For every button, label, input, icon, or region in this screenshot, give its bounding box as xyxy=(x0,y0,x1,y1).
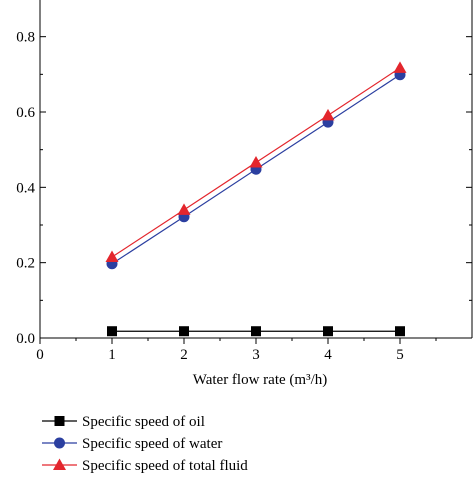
x-tick-label: 0 xyxy=(36,347,44,363)
series-layer xyxy=(105,61,407,337)
legend-label-0: Specific speed of oil xyxy=(82,414,205,430)
data-point-series-2 xyxy=(105,250,119,263)
legend-marker-1 xyxy=(54,437,65,449)
legend: Specific speed of oil Specific speed of w… xyxy=(42,414,248,474)
y-tick-label: 0.4 xyxy=(16,180,35,196)
data-point-series-0 xyxy=(323,326,333,337)
y-tick-label: 0.0 xyxy=(16,331,35,347)
x-tick-label: 4 xyxy=(324,347,332,363)
x-axis-title: Water flow rate (m³/h) xyxy=(193,372,327,388)
legend-marker-0 xyxy=(54,416,65,426)
y-tick-label: 0.6 xyxy=(16,105,35,121)
data-point-series-0 xyxy=(107,326,117,337)
data-point-series-2 xyxy=(249,155,263,168)
legend-label-2: Specific speed of total fluid xyxy=(82,458,248,474)
x-tick-label: 1 xyxy=(108,347,116,363)
data-point-series-0 xyxy=(251,326,261,337)
legend-label-1: Specific speed of water xyxy=(82,436,222,452)
axes: 0.0 0.2 0.4 0.6 0.8 0 1 2 3 4 5 xyxy=(16,0,473,363)
data-point-series-2 xyxy=(321,108,335,121)
y-tick-label: 0.8 xyxy=(16,30,35,46)
x-tick-label: 3 xyxy=(252,347,260,363)
legend-marker-2 xyxy=(53,458,66,470)
x-tick-label: 2 xyxy=(180,347,188,363)
data-point-series-0 xyxy=(179,326,189,337)
data-point-series-2 xyxy=(177,203,191,215)
data-point-series-0 xyxy=(395,326,405,337)
data-point-series-2 xyxy=(393,61,407,73)
x-tick-label: 5 xyxy=(396,347,404,363)
y-tick-label: 0.2 xyxy=(16,256,35,272)
